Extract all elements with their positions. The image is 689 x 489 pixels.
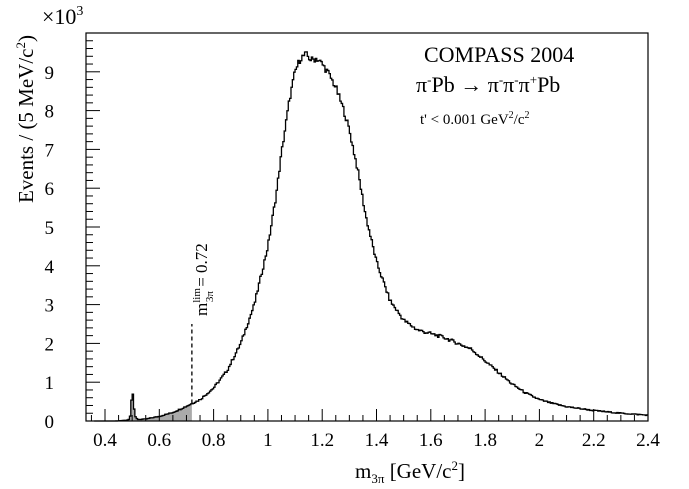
y-tick-label: 9: [45, 63, 55, 84]
cut-line-label: mlim3π = 0.72: [191, 243, 216, 316]
x-tick-label: 2.4: [636, 430, 660, 451]
y-tick-label: 4: [45, 257, 55, 278]
x-tick-label: 1.8: [473, 430, 497, 451]
y-tick-label: 8: [45, 102, 55, 123]
y-tick-label: 0: [45, 412, 55, 433]
x-axis-ticks: 0.4 0.6 0.8 1 1.2 1.4 1.6 1.8 2 2.2 2.4: [90, 409, 660, 451]
plot-frame: [85, 32, 649, 422]
y-tick-label: 6: [45, 179, 55, 200]
x-tick-label: 1: [263, 430, 273, 451]
x-tick-label: 1.2: [310, 430, 334, 451]
x-tick-label: 2.2: [582, 430, 606, 451]
y-multiplier: ×103: [42, 4, 83, 29]
chart-title: COMPASS 2004: [424, 42, 574, 67]
x-axis-label: m3π [GeV/c2]: [355, 458, 465, 486]
shaded-region-below-cut: [94, 394, 192, 421]
x-tick-label: 1.6: [419, 430, 443, 451]
x-tick-label: 2: [535, 430, 545, 451]
y-tick-label: 2: [45, 334, 55, 355]
y-axis-ticks: 0 1 2 3 4 5 6 7 8 9: [45, 40, 100, 433]
y-tick-label: 5: [45, 218, 55, 239]
x-tick-label: 0.8: [202, 430, 226, 451]
x-tick-label: 0.6: [147, 430, 171, 451]
y-tick-label: 7: [45, 140, 55, 161]
x-tick-label: 0.4: [93, 430, 117, 451]
y-axis-label: Events / (5 MeV/c2): [13, 35, 38, 203]
x-tick-label: 1.4: [365, 430, 389, 451]
y-tick-label: 1: [45, 373, 55, 394]
t-prime-cut-label: t' < 0.001 GeV2/c2: [420, 110, 529, 128]
reaction-label: π-Pb → π-π-π+Pb: [416, 72, 560, 97]
histogram-series-line: [94, 51, 648, 422]
y-tick-label: 3: [45, 296, 55, 317]
